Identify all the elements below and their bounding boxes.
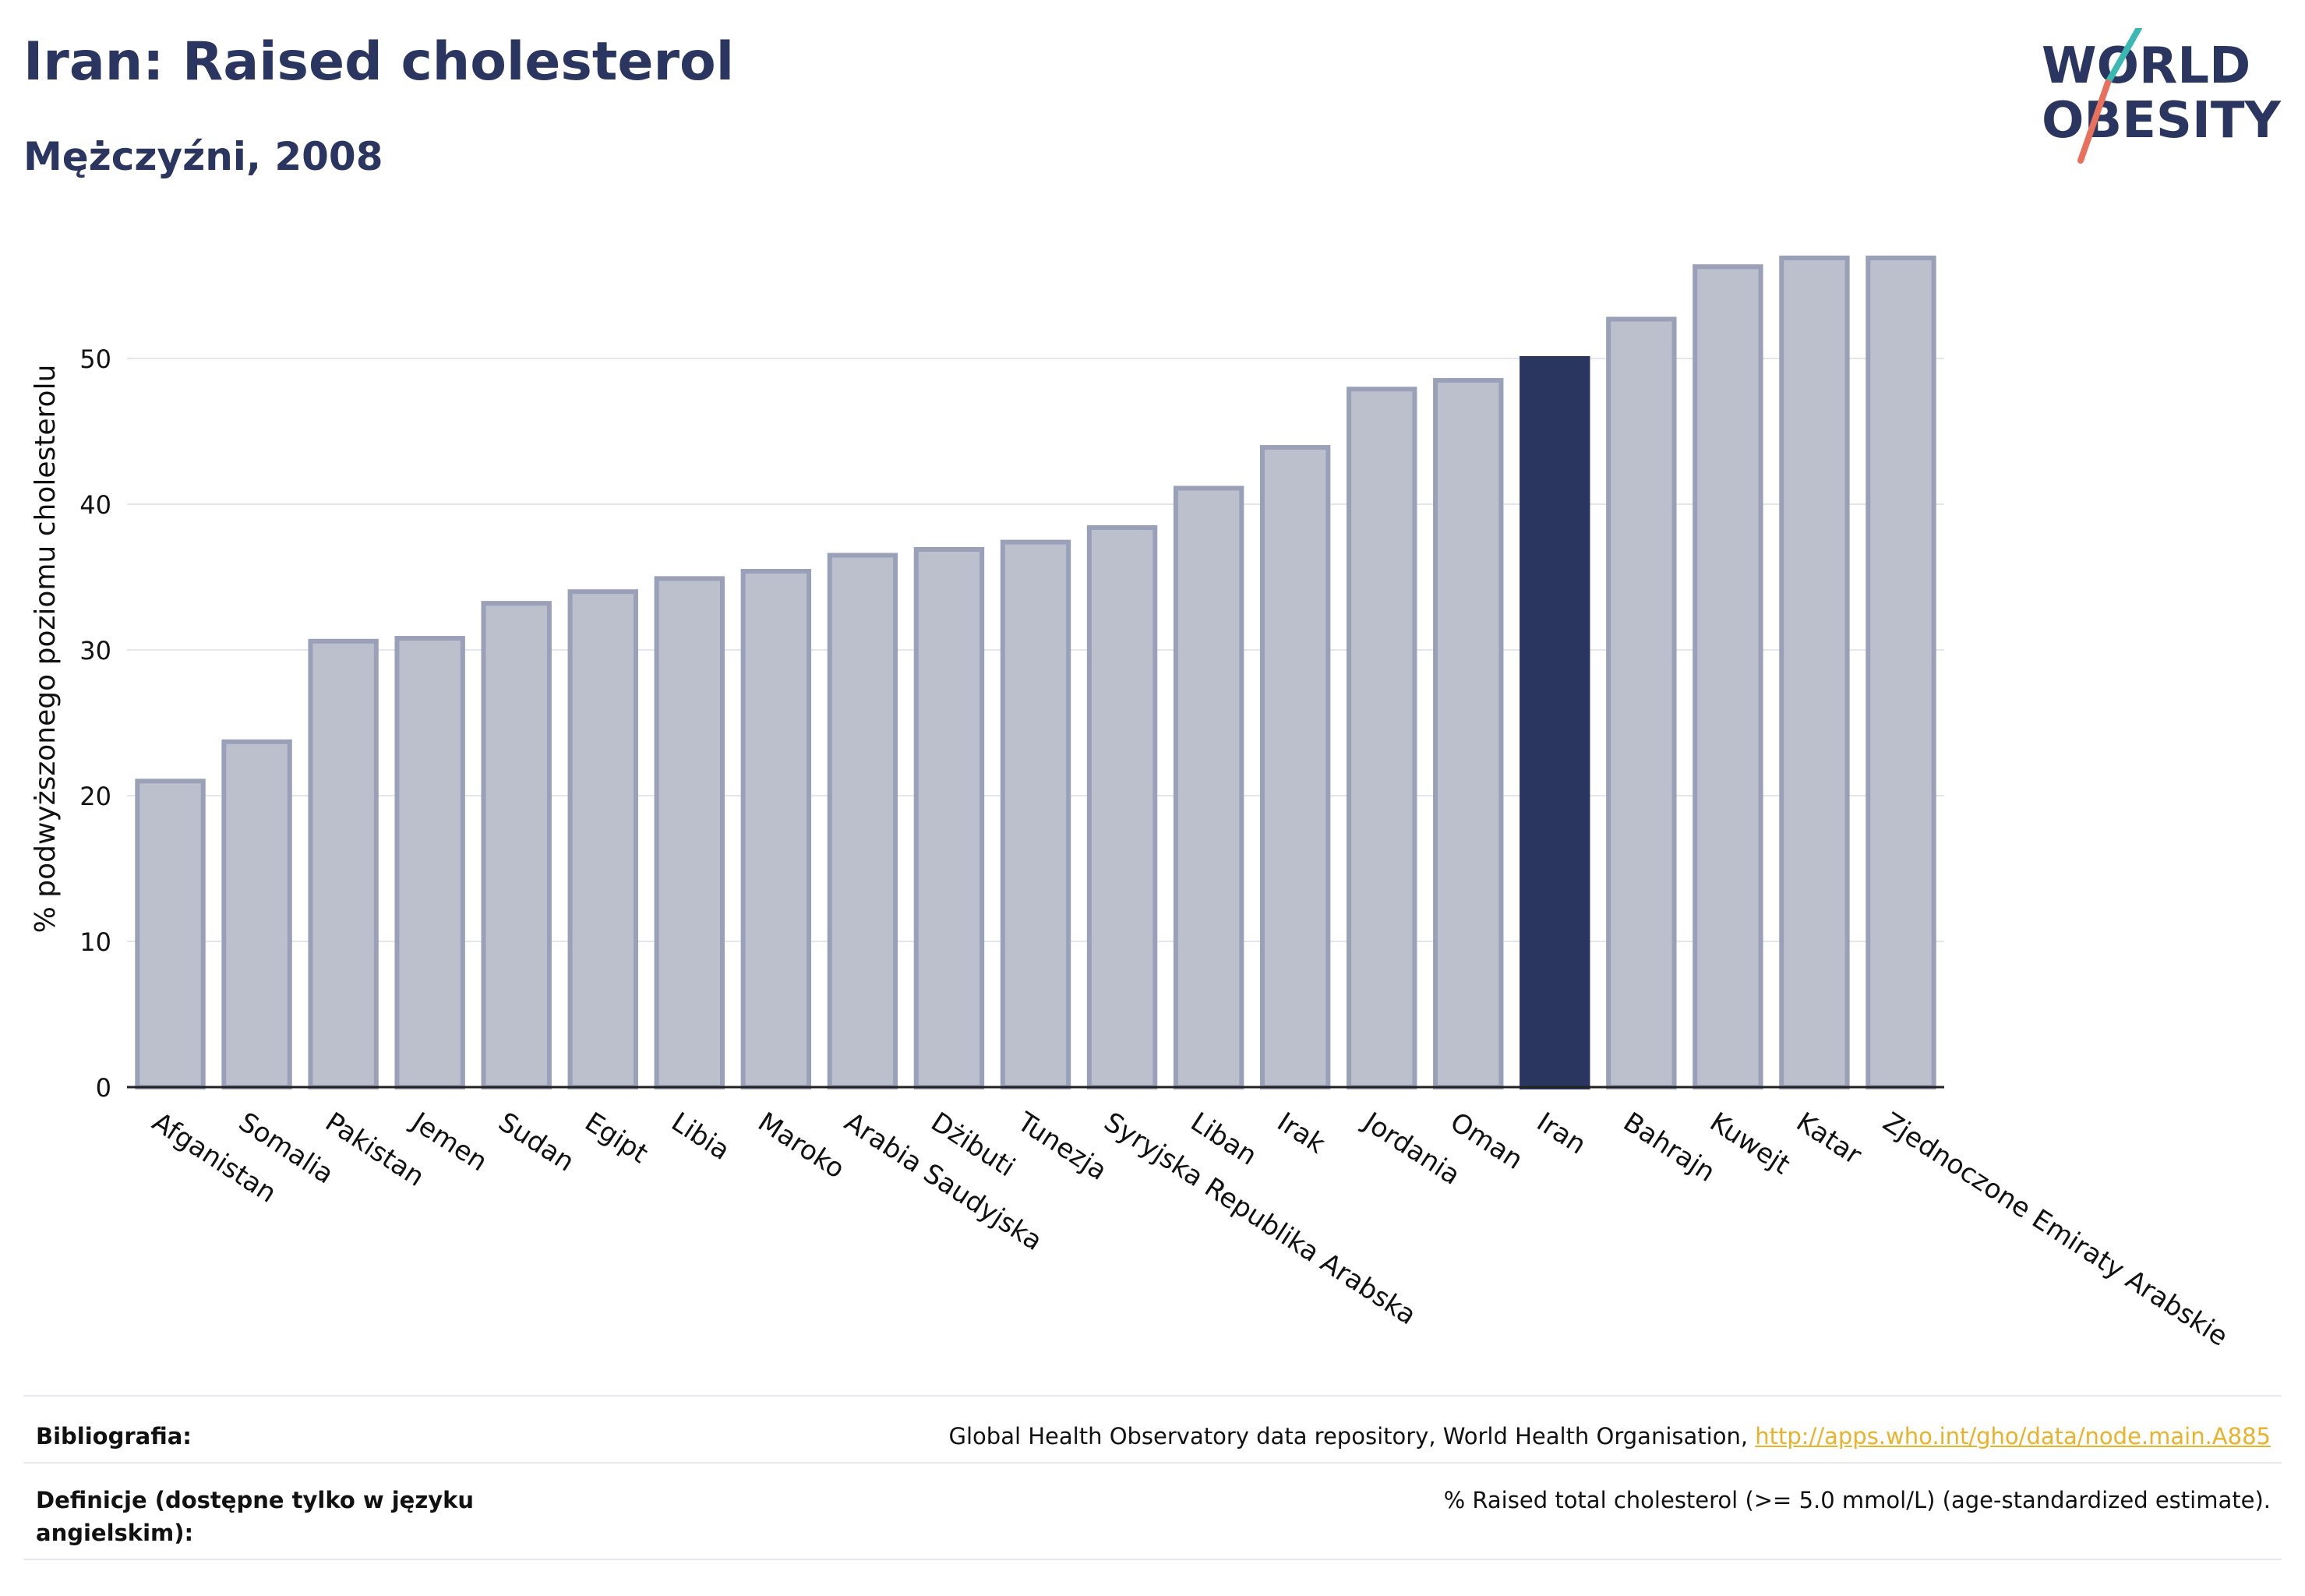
footer-divider-top [23, 1395, 2282, 1396]
chart-subtitle: Mężczyźni, 2008 [23, 134, 383, 179]
bar [394, 636, 465, 1089]
bar [135, 779, 206, 1089]
bar [481, 601, 552, 1089]
x-tick-label: Zjednoczone Emiraty Arabskie [1877, 1107, 2233, 1353]
y-tick-label: 50 [79, 344, 111, 374]
x-tick-label: Sudan [492, 1107, 580, 1178]
bar [308, 638, 379, 1089]
x-tick-label: Egipt [579, 1107, 653, 1170]
bar [913, 546, 985, 1089]
logo-text-world: WORLD [2042, 37, 2250, 95]
x-tick-label: Tunezja [1011, 1106, 1113, 1187]
x-tick-label: Libia [665, 1107, 735, 1167]
bibliography-source: Global Health Observatory data repositor… [948, 1423, 1756, 1449]
definitions-text: % Raised total cholesterol (>= 5.0 mmol/… [1443, 1487, 2271, 1513]
y-tick-label: 10 [79, 927, 111, 957]
x-tick-label: Jordania [1357, 1106, 1466, 1192]
logo-slash-teal [2105, 28, 2142, 86]
logo-slash-coral [2077, 79, 2111, 164]
y-tick-label: 40 [79, 490, 111, 520]
bar [1693, 264, 1763, 1090]
bibliography-label: Bibliografia: [36, 1423, 192, 1449]
bar [1520, 356, 1590, 1089]
y-tick-label: 20 [79, 782, 111, 811]
bar [567, 589, 638, 1089]
definitions-label: Definicje (dostępne tylko w języku angie… [36, 1484, 474, 1549]
x-tick-label: Bahrajn [1618, 1107, 1721, 1188]
definitions-label-line1: Definicje (dostępne tylko w języku [36, 1487, 475, 1513]
bar [1606, 316, 1677, 1089]
bar [1086, 524, 1158, 1089]
chart-title: Iran: Raised cholesterol [23, 31, 735, 93]
bar [654, 576, 725, 1089]
bar [1433, 378, 1504, 1089]
bar [221, 739, 292, 1089]
logo-text-obesity: OBESITY [2042, 92, 2281, 150]
bar [740, 569, 812, 1089]
bar [1779, 255, 1850, 1090]
x-tick-label: Irak [1272, 1107, 1331, 1160]
world-obesity-logo: WORLD OBESITY [2042, 28, 2281, 164]
x-tick-label: Maroko [752, 1107, 849, 1185]
footer-divider-middle [23, 1462, 2282, 1464]
y-axis-label: % podwyższonego poziomu cholesterolu [30, 365, 62, 934]
y-tick-label: 0 [96, 1073, 111, 1103]
bibliography-text: Global Health Observatory data repositor… [949, 1420, 2271, 1453]
bar [1259, 445, 1331, 1089]
y-tick-label: 30 [79, 636, 111, 666]
bar [1866, 255, 1936, 1090]
x-tick-label: Pakistan [319, 1107, 429, 1193]
x-tick-label: Iran [1531, 1107, 1591, 1161]
x-tick-label: Katar [1791, 1107, 1867, 1171]
bar [1346, 387, 1417, 1089]
x-tick-label: Kuwejt [1704, 1107, 1795, 1181]
bar [827, 553, 898, 1089]
bar-chart: 01020304050AfganistanSomaliaPakistanJeme… [30, 255, 2233, 1353]
bar [1000, 539, 1071, 1089]
bibliography-link[interactable]: http://apps.who.int/gho/data/node.main.A… [1755, 1423, 2271, 1449]
bar [1173, 486, 1244, 1089]
footer-divider-bottom [23, 1559, 2282, 1560]
definitions-label-line2: angielskim): [36, 1520, 194, 1546]
